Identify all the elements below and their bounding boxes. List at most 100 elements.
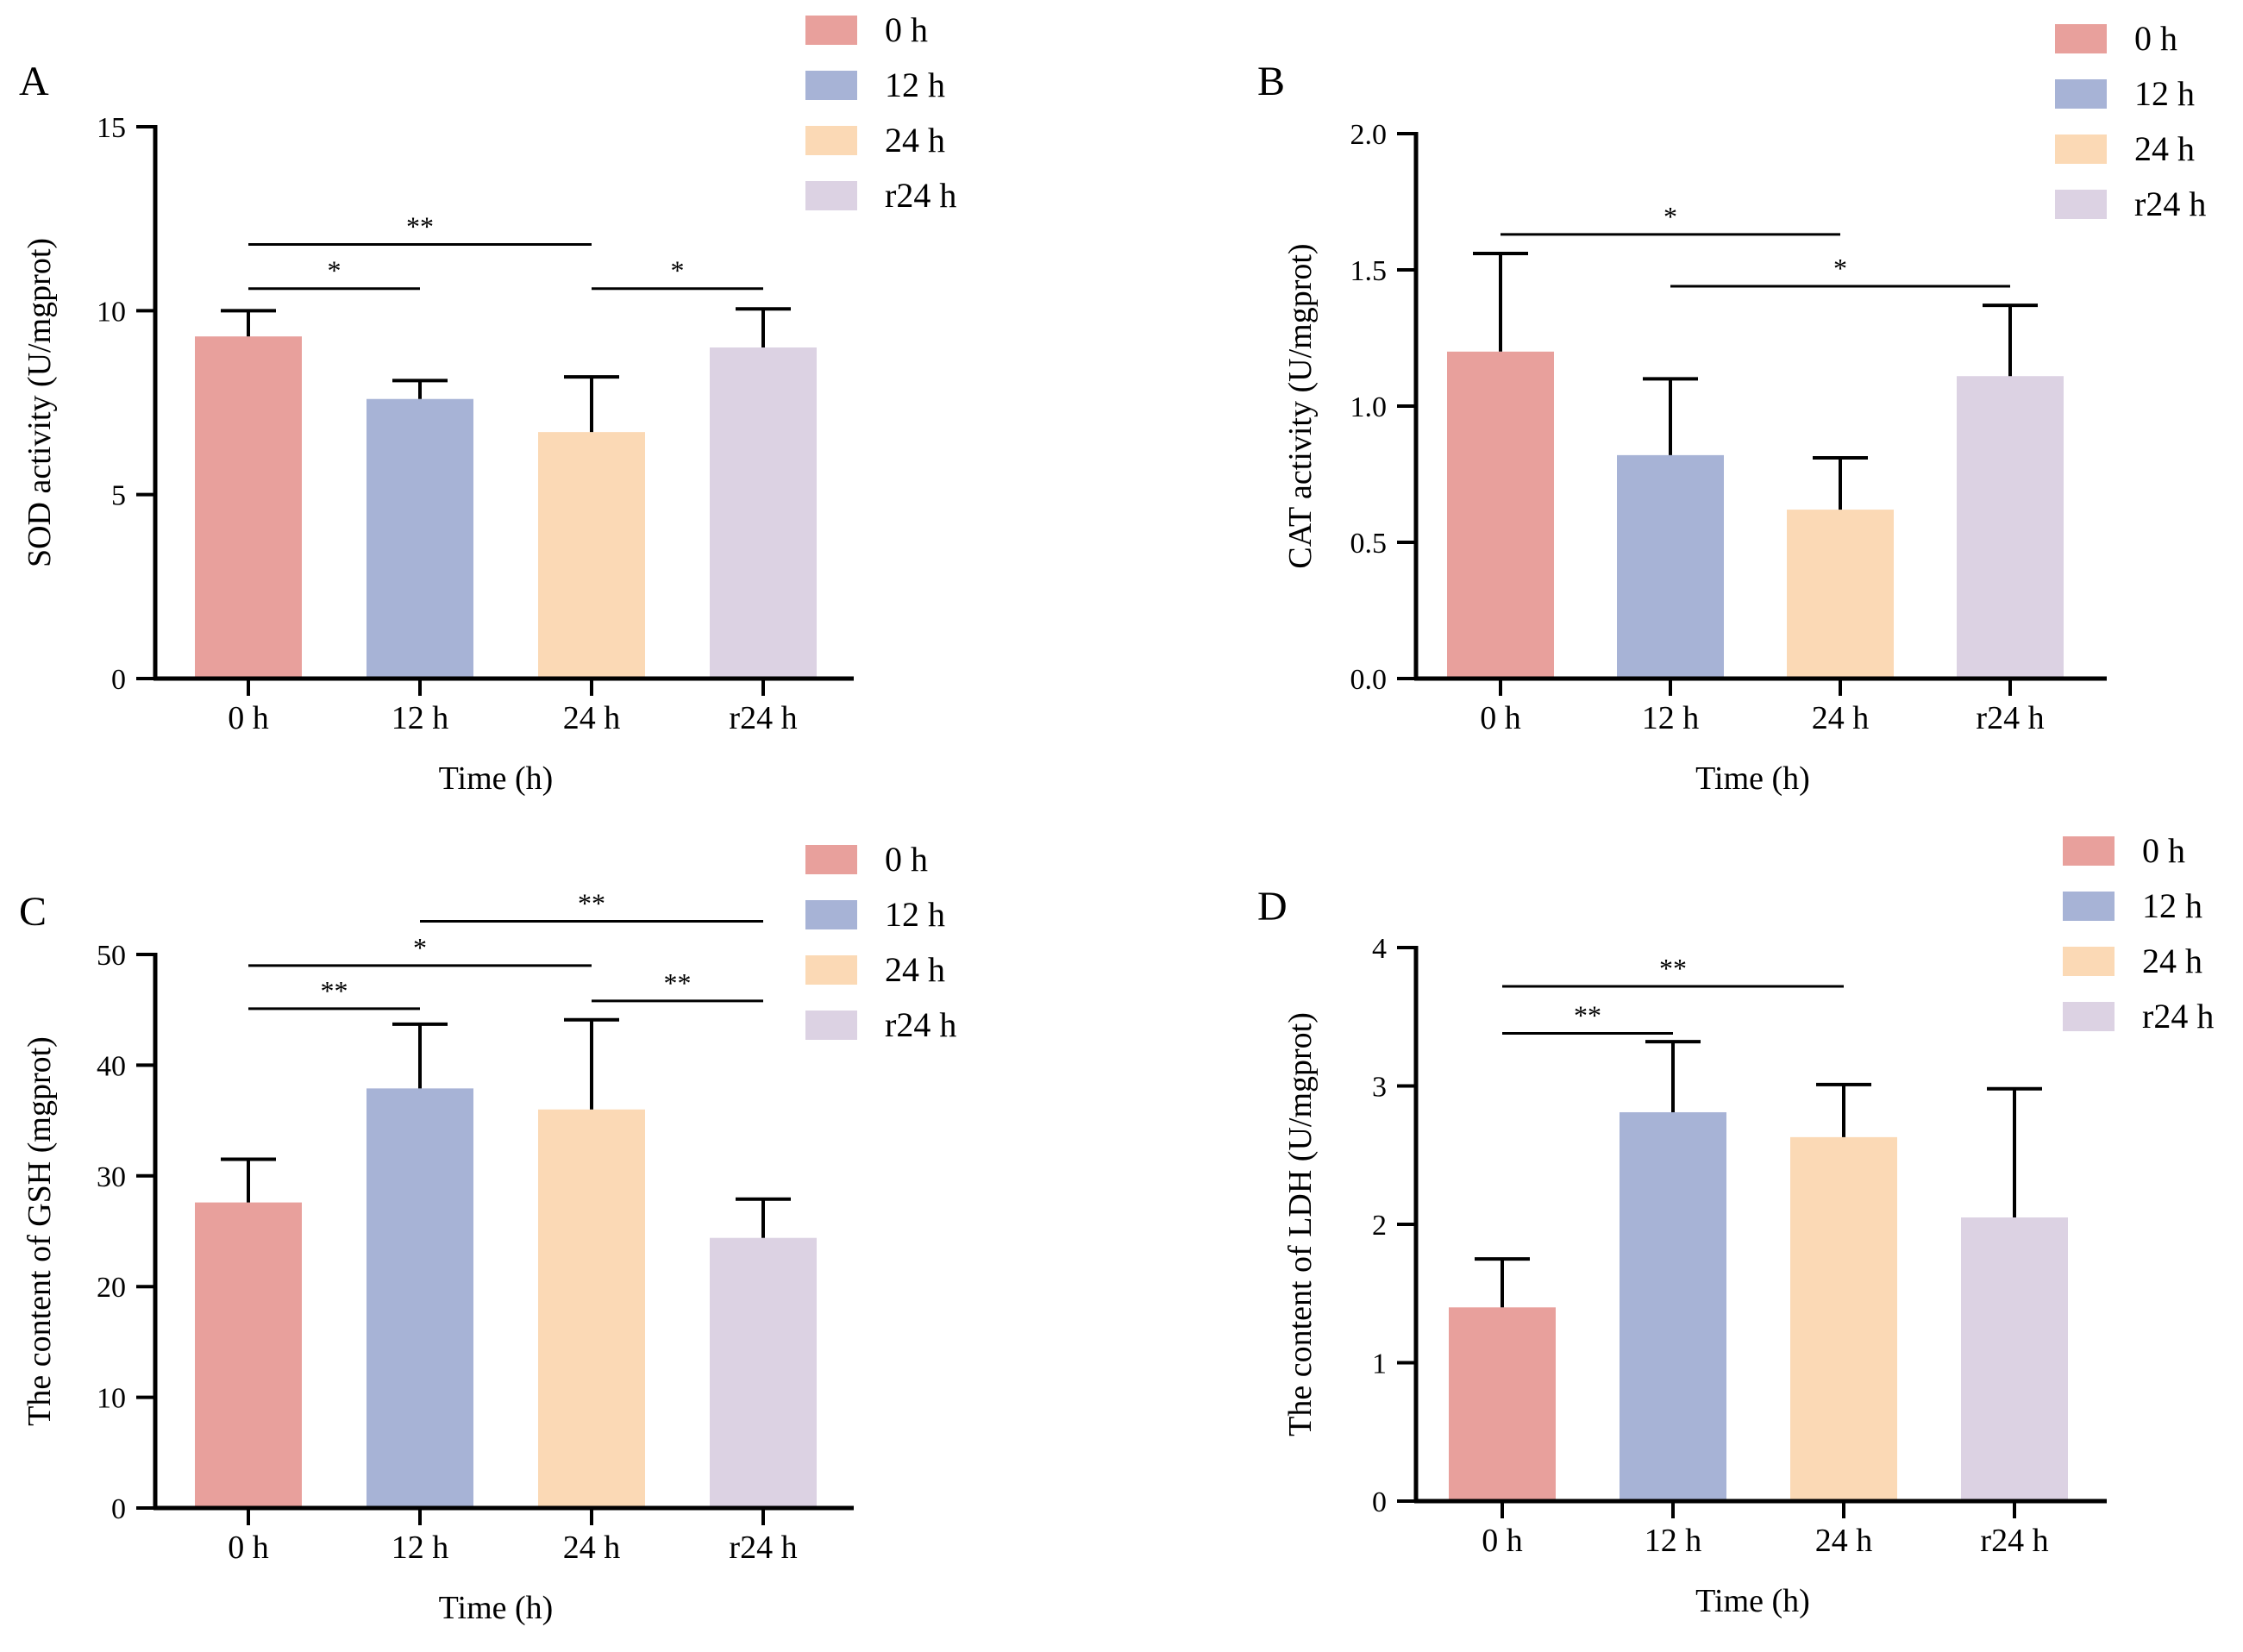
x-tick-label: 24 h	[1815, 1523, 1873, 1559]
y-tick-label: 5	[111, 480, 126, 512]
significance-label: *	[413, 932, 427, 963]
x-tick-label: 12 h	[1645, 1523, 1702, 1559]
legend-swatch-r24h	[2063, 1002, 2115, 1031]
y-axis-title: CAT activity (U/mgprot)	[1282, 243, 1319, 568]
significance-label: **	[664, 967, 692, 998]
y-tick-label: 15	[97, 112, 126, 144]
x-tick-label: r24 h	[729, 700, 797, 736]
legend-label: r24 h	[885, 176, 956, 215]
bar-24h	[1787, 510, 1894, 679]
legend-swatch-r24h	[805, 181, 857, 210]
legend-label: r24 h	[2134, 185, 2206, 223]
significance-label: *	[328, 255, 341, 286]
x-tick-label: 12 h	[392, 1530, 449, 1566]
legend-label: 12 h	[2134, 74, 2195, 113]
legend-label: 24 h	[2142, 942, 2202, 980]
legend-swatch-24h	[805, 955, 857, 985]
legend-swatch-12h	[805, 900, 857, 929]
x-tick-label: 0 h	[228, 1530, 269, 1566]
x-axis-title: Time (h)	[1695, 760, 1810, 797]
bar-12h	[1617, 454, 1724, 679]
x-tick-label: 0 h	[228, 700, 269, 736]
x-tick-label: r24 h	[1980, 1523, 2048, 1559]
y-tick-label: 3	[1372, 1072, 1387, 1104]
y-axis-title: SOD activity (U/mgprot)	[22, 238, 58, 567]
panel-c: C 0 10 20 30 40 50 0 h 12 h 24 h r24 h Time (h) The …	[19, 840, 956, 1626]
legend-label: 0 h	[2134, 19, 2177, 58]
x-axis-title: Time (h)	[439, 760, 554, 797]
x-tick-label: r24 h	[729, 1530, 797, 1566]
y-tick-label: 1.0	[1350, 391, 1388, 423]
legend-swatch-24h	[2055, 135, 2107, 164]
significance-label: **	[321, 975, 348, 1006]
y-tick-label: 4	[1372, 933, 1387, 965]
bar-24h	[538, 1109, 645, 1508]
x-tick-label: 24 h	[563, 1530, 621, 1566]
panel-letter: D	[1257, 884, 1288, 929]
legend-swatch-12h	[2055, 79, 2107, 109]
significance-label: **	[1659, 953, 1687, 984]
bar-r24h	[710, 347, 817, 679]
y-tick-label: 1.5	[1350, 255, 1388, 287]
panel-a: A 0 5 10 15 0 h 12 h 24 h r24 h Time (h) SOD activ…	[19, 10, 956, 797]
y-tick-label: 0.0	[1350, 664, 1388, 696]
bar-24h	[1790, 1136, 1897, 1501]
bar-0h	[195, 336, 302, 679]
x-tick-label: r24 h	[1976, 700, 2044, 736]
x-tick-label: 0 h	[1480, 700, 1521, 736]
x-tick-label: 24 h	[563, 700, 621, 736]
legend-swatch-12h	[805, 71, 857, 100]
legend-swatch-r24h	[2055, 190, 2107, 219]
legend-label: 0 h	[885, 840, 928, 879]
y-axis-title: The content of GSH (mgprot)	[22, 1036, 58, 1426]
legend-label: 0 h	[2142, 831, 2185, 870]
y-tick-label: 10	[97, 1383, 126, 1415]
bar-0h	[1449, 1307, 1556, 1501]
bar-12h	[1620, 1111, 1726, 1501]
y-axis-title: The content of LDH (U/mgprot)	[1282, 1012, 1319, 1436]
panel-letter: C	[19, 889, 47, 935]
x-axis-title: Time (h)	[439, 1590, 554, 1626]
significance-label: **	[406, 211, 434, 242]
legend-swatch-24h	[805, 126, 857, 155]
bar-12h	[367, 1088, 473, 1508]
y-tick-label: 1	[1372, 1349, 1387, 1380]
significance-label: *	[1663, 201, 1677, 232]
bar-24h	[538, 432, 645, 679]
y-tick-label: 0	[111, 1493, 126, 1525]
legend-label: 0 h	[885, 10, 928, 49]
y-tick-label: 30	[97, 1161, 126, 1193]
legend-label: 12 h	[2142, 886, 2202, 925]
bar-0h	[1447, 351, 1554, 679]
y-tick-label: 2	[1372, 1210, 1387, 1242]
y-tick-label: 0	[111, 664, 126, 696]
y-tick-label: 2.0	[1350, 119, 1388, 151]
bar-r24h	[1957, 376, 2064, 679]
significance-label: *	[671, 255, 685, 286]
legend-label: 12 h	[885, 66, 945, 104]
legend-label: 24 h	[885, 950, 945, 989]
legend-label: 24 h	[885, 121, 945, 160]
x-tick-label: 12 h	[1642, 700, 1700, 736]
significance-label: **	[1574, 1000, 1601, 1031]
x-tick-label: 0 h	[1482, 1523, 1523, 1559]
legend-swatch-r24h	[805, 1011, 857, 1040]
bar-r24h	[710, 1237, 817, 1508]
bar-0h	[195, 1202, 302, 1508]
legend-swatch-12h	[2063, 892, 2115, 921]
significance-label: *	[1833, 253, 1847, 284]
legend-label: 24 h	[2134, 129, 2195, 168]
panel-d: D 0 1 2 3 4 0 h 12 h 24 h r24 h Time (h) The conten…	[1257, 831, 2214, 1619]
panel-letter: A	[19, 59, 49, 104]
legend-label: r24 h	[885, 1005, 956, 1044]
y-tick-label: 50	[97, 940, 126, 972]
panel-letter: B	[1257, 59, 1285, 104]
y-tick-label: 0.5	[1350, 528, 1388, 560]
bar-r24h	[1961, 1217, 2068, 1501]
legend-swatch-24h	[2063, 947, 2115, 976]
y-tick-label: 40	[97, 1050, 126, 1082]
x-tick-label: 24 h	[1812, 700, 1870, 736]
significance-label: **	[578, 887, 605, 918]
x-tick-label: 12 h	[392, 700, 449, 736]
